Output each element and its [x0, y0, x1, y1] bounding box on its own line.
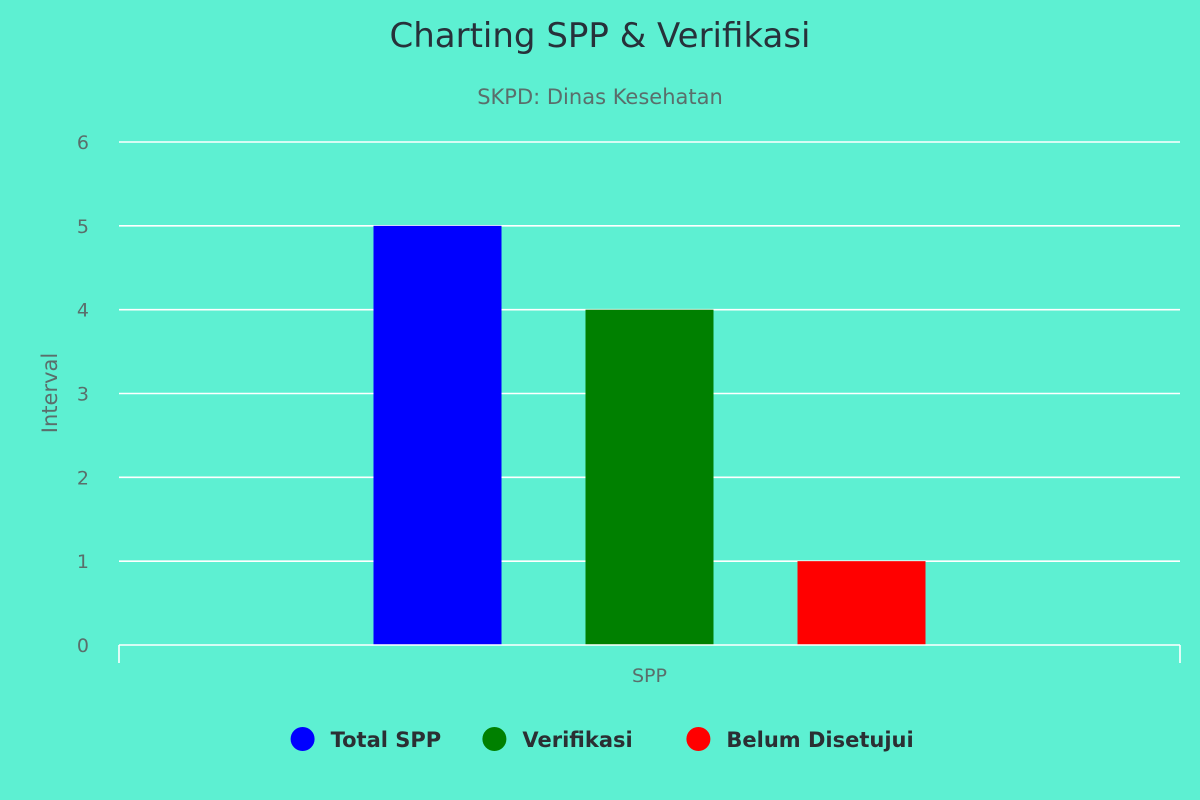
x-tick-label: SPP [632, 665, 667, 687]
legend-label: Total SPP [331, 728, 442, 752]
bar-total-spp[interactable] [373, 225, 502, 646]
y-tick-label: 0 [77, 635, 89, 657]
x-axis: SPP [118, 644, 1181, 687]
bar-verifikasi[interactable] [585, 309, 714, 645]
bar-belum-disetujui[interactable] [797, 561, 926, 645]
legend: Total SPP Verifikasi Belum Disetujui [290, 727, 914, 752]
y-tick-label: 6 [77, 132, 89, 154]
y-tick-label: 1 [77, 551, 89, 573]
bars [373, 225, 926, 646]
y-tick-label: 4 [77, 300, 89, 322]
y-tick-label: 2 [77, 467, 89, 489]
y-tick-label: 3 [77, 384, 89, 406]
legend-marker [686, 727, 711, 751]
chart-subtitle: SKPD: Dinas Kesehatan [477, 85, 723, 109]
legend-label: Verifikasi [522, 728, 632, 752]
y-tick-label: 5 [77, 216, 89, 238]
legend-marker [482, 727, 507, 751]
legend-item-verifikasi[interactable]: Verifikasi [482, 727, 633, 752]
legend-marker [290, 727, 315, 751]
legend-item-total-spp[interactable]: Total SPP [290, 727, 442, 752]
chart-title: Charting SPP & Verifikasi [390, 16, 811, 56]
legend-item-belum-disetujui[interactable]: Belum Disetujui [686, 727, 914, 752]
legend-label: Belum Disetujui [726, 728, 913, 752]
y-axis-ticks: 0 1 2 3 4 5 6 [77, 132, 89, 657]
y-axis-label: Interval [38, 353, 62, 433]
